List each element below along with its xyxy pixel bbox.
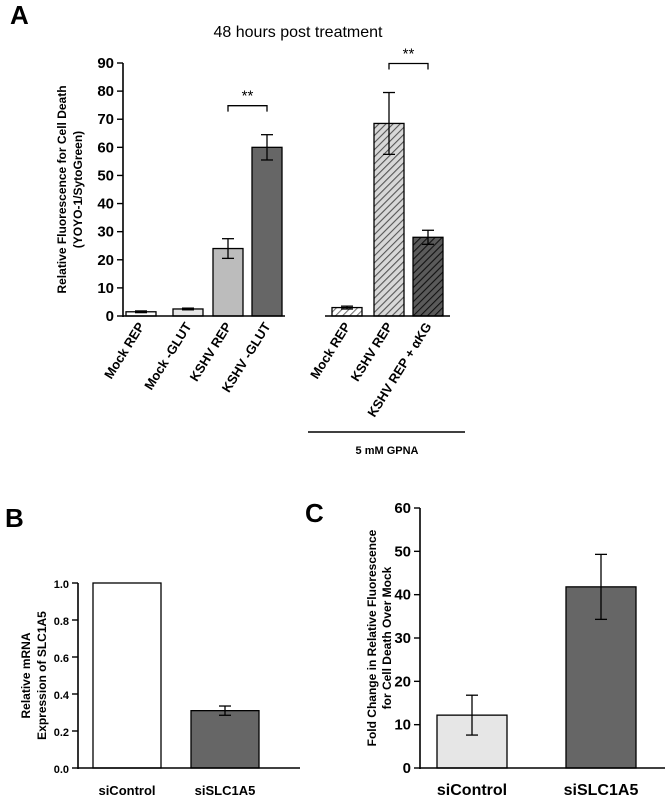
y-tick-label: 60	[394, 500, 411, 517]
y-tick-label: 60	[97, 139, 114, 156]
significance-bracket	[388, 62, 429, 70]
x-tick-label: siSLC1A5	[564, 782, 639, 799]
significance-marker: **	[242, 88, 254, 105]
x-tick-label: Mock -GLUT	[141, 320, 194, 393]
y-tick-label: 30	[394, 630, 411, 647]
y-tick-label: 70	[97, 111, 114, 128]
y-tick-label: 50	[97, 167, 114, 184]
y-axis-label: for Cell Death Over Mock	[380, 566, 394, 709]
y-tick-label: 40	[97, 196, 114, 213]
y-axis-label: Fold Change in Relative Fluorescence	[365, 529, 379, 746]
chart-title: 48 hours post treatment	[214, 24, 384, 41]
bar	[190, 710, 260, 769]
bar	[373, 122, 405, 317]
significance-marker: **	[403, 46, 415, 63]
panel-c-chart: C 0 10 20 30 40 50 60 Fold Change in Relative Fl…	[305, 498, 665, 799]
x-tick-label: Mock REP	[307, 319, 354, 381]
y-tick-label: 0.8	[54, 616, 69, 628]
panel-label: C	[305, 498, 324, 528]
y-tick-label: 10	[394, 717, 411, 734]
x-tick-label: siSLC1A5	[195, 783, 256, 798]
y-tick-label: 40	[394, 587, 411, 604]
y-axis-label: Relative mRNA	[19, 632, 33, 718]
bar	[92, 582, 162, 769]
y-axis-label: (YOYO-1/SytoGreen)	[71, 131, 85, 248]
y-tick-label: 0.0	[54, 764, 69, 776]
panel-label: B	[5, 503, 24, 533]
y-tick-label: 90	[97, 55, 114, 72]
y-axis-label: Expression of SLC1A5	[35, 611, 49, 740]
bar	[412, 236, 444, 317]
panel-b-chart: B 0.0 0.2 0.4 0.6 0.8 1.0 Relative mRNA Expressi…	[5, 503, 300, 798]
y-tick-label: 0.2	[54, 727, 69, 739]
y-tick-label: 20	[394, 673, 411, 690]
y-tick-label: 0.4	[54, 690, 70, 702]
group-label: 5 mM GPNA	[356, 445, 419, 457]
bar	[251, 146, 283, 317]
y-tick-label: 20	[97, 252, 114, 269]
y-tick-label: 50	[394, 543, 411, 560]
y-tick-label: 1.0	[54, 579, 69, 591]
y-tick-label: 0.6	[54, 653, 69, 665]
x-tick-label: siControl	[98, 783, 155, 798]
y-tick-label: 0	[106, 308, 114, 325]
y-tick-label: 80	[97, 83, 114, 100]
significance-bracket	[227, 105, 268, 112]
y-tick-label: 10	[97, 280, 114, 297]
y-axis-label: Relative Fluorescence for Cell Death	[55, 85, 69, 293]
x-tick-label: siControl	[437, 782, 507, 799]
panel-label: A	[10, 0, 29, 30]
y-tick-label: 30	[97, 224, 114, 241]
y-tick-label: 0	[403, 760, 411, 777]
x-tick-label: Mock REP	[101, 319, 148, 381]
panel-a-chart: A 48 hours post treatment 0 10 20 30 40 50 60 70 8…	[10, 0, 465, 457]
